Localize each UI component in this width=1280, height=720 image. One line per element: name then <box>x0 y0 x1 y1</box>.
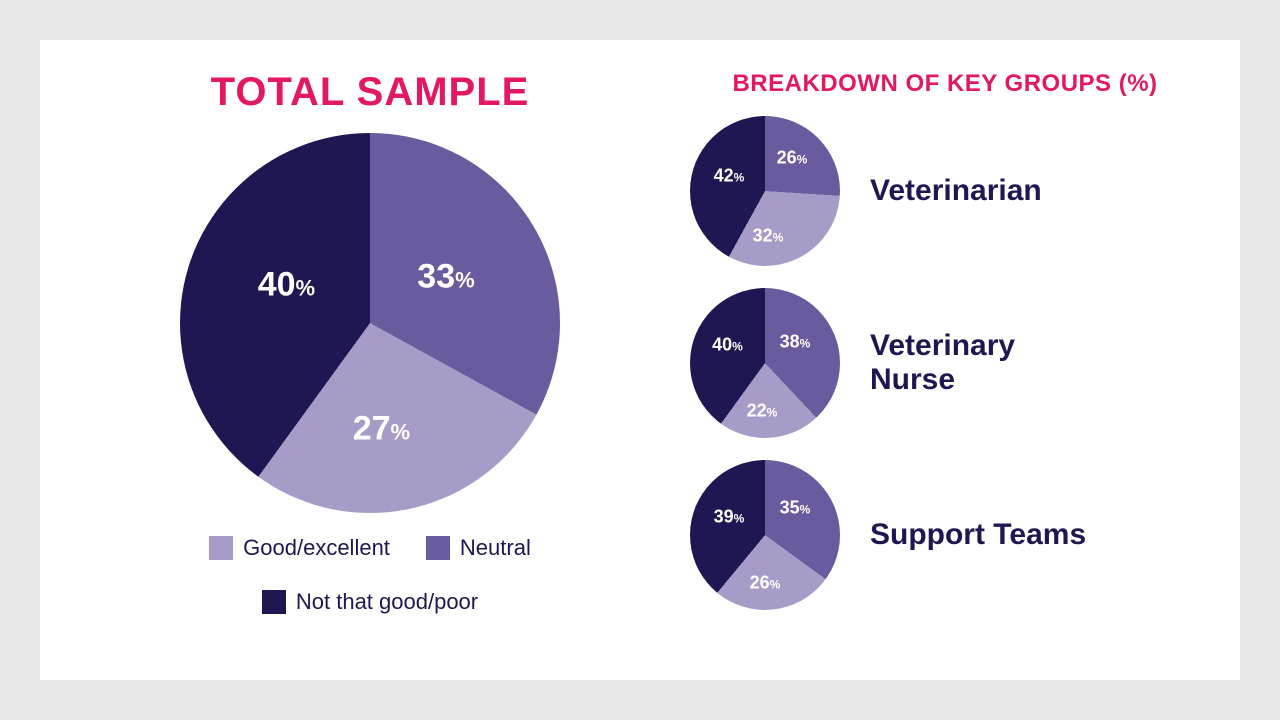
legend-label: Good/excellent <box>243 535 390 561</box>
legend-label: Not that good/poor <box>296 589 478 615</box>
pie-slice-label: 35% <box>780 498 811 519</box>
group-label: Veterinarian <box>870 174 1042 209</box>
group-label: Support Teams <box>870 518 1086 553</box>
pie-slice-label: 40% <box>258 266 315 305</box>
pie-slice-label: 26% <box>750 573 781 594</box>
pie-group: 38% 22% 40% <box>690 288 840 438</box>
legend-item: Good/excellent <box>209 535 390 561</box>
pie-slice-label: 26% <box>777 148 808 169</box>
title-breakdown: BREAKDOWN OF KEY GROUPS (%) <box>690 70 1200 98</box>
title-total-sample: TOTAL SAMPLE <box>211 70 530 115</box>
pie-slice-label: 33% <box>417 258 474 297</box>
pie-group: 35% 26% 39% <box>690 460 840 610</box>
pie-slice-label: 32% <box>753 226 784 247</box>
legend-swatch <box>426 536 450 560</box>
group-row: 26% 32% 42% Veterinarian <box>690 116 1200 266</box>
group-row: 35% 26% 39% Support Teams <box>690 460 1200 610</box>
legend: Good/excellent Neutral Not that good/poor <box>140 535 600 615</box>
breakdown-panel: BREAKDOWN OF KEY GROUPS (%) 26% 32% 42% Vet… <box>660 70 1200 650</box>
legend-item: Neutral <box>426 535 531 561</box>
group-row: 38% 22% 40% VeterinaryNurse <box>690 288 1200 438</box>
pie-slice-label: 22% <box>747 401 778 422</box>
legend-swatch <box>262 590 286 614</box>
pie-slice-label: 42% <box>714 166 745 187</box>
legend-swatch <box>209 536 233 560</box>
pie-slice-label: 40% <box>712 335 743 356</box>
chart-card: TOTAL SAMPLE 33% 27% 40% Good/excellent Neu… <box>40 40 1240 680</box>
legend-item: Not that good/poor <box>262 589 478 615</box>
pie-total-sample: 33% 27% 40% <box>180 133 560 513</box>
total-sample-panel: TOTAL SAMPLE 33% 27% 40% Good/excellent Neu… <box>80 70 660 650</box>
group-label: VeterinaryNurse <box>870 329 1015 398</box>
pie-slice-label: 27% <box>353 410 410 449</box>
breakdown-groups: 26% 32% 42% Veterinarian 38% 22% 40% Veterinary… <box>690 116 1200 632</box>
pie-group: 26% 32% 42% <box>690 116 840 266</box>
legend-label: Neutral <box>460 535 531 561</box>
pie-slice-label: 39% <box>714 507 745 528</box>
pie-slice-label: 38% <box>780 332 811 353</box>
